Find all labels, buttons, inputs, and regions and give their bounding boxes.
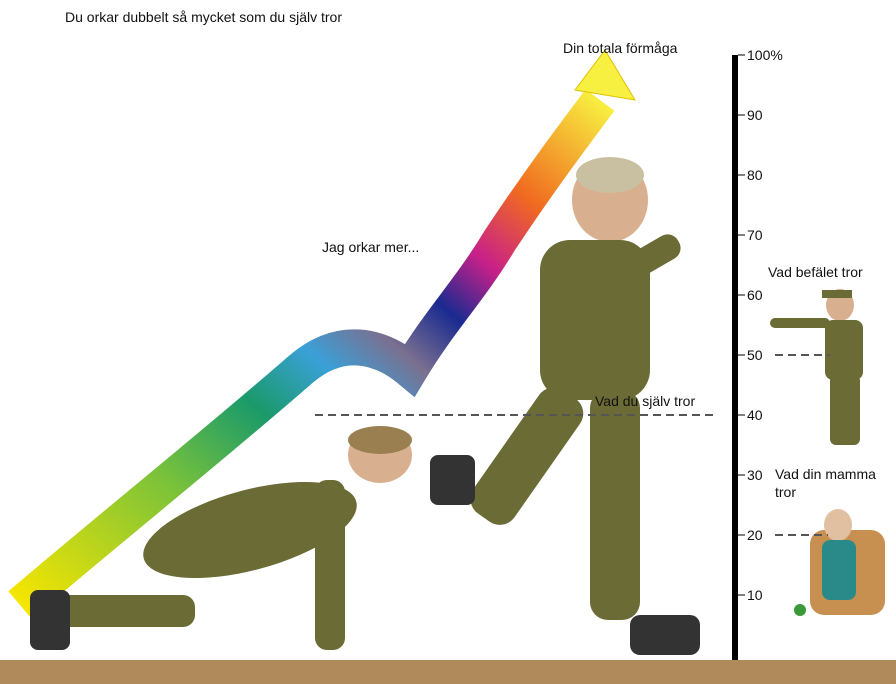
tick-label: 30 xyxy=(747,467,763,483)
scale-bar xyxy=(732,55,738,660)
tick-label: 90 xyxy=(747,107,763,123)
tick-label: 70 xyxy=(747,227,763,243)
tick-label: 10 xyxy=(747,587,763,603)
tick-label: 50 xyxy=(747,347,763,363)
top-label: Din totala förmåga xyxy=(563,40,678,56)
ground xyxy=(0,660,896,684)
officer xyxy=(770,289,863,445)
tick-label: 20 xyxy=(747,527,763,543)
title: Du orkar dubbelt så mycket som du själv … xyxy=(65,9,342,25)
mother xyxy=(794,509,885,616)
tick-label: 100% xyxy=(747,47,783,63)
illustration: Du orkar dubbelt så mycket som du själv … xyxy=(0,0,896,684)
annotation-label: Vad din mamma xyxy=(775,466,876,482)
annotation-label: Vad befälet tror xyxy=(768,264,863,280)
tick-label: 80 xyxy=(747,167,763,183)
annotation-label: tror xyxy=(775,484,796,500)
tick-label: 40 xyxy=(747,407,763,423)
tick-label: 60 xyxy=(747,287,763,303)
annotation-label: Vad du själv tror xyxy=(595,393,695,409)
middle-label: Jag orkar mer... xyxy=(322,239,419,255)
